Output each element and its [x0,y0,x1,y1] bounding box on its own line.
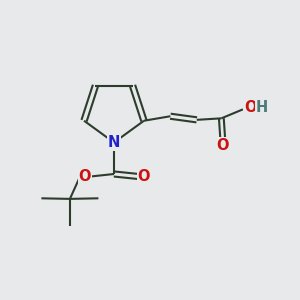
Text: O: O [244,100,257,115]
Text: O: O [217,138,229,153]
Text: O: O [79,169,91,184]
Text: N: N [108,135,120,150]
Text: H: H [256,100,268,115]
Text: O: O [138,169,150,184]
